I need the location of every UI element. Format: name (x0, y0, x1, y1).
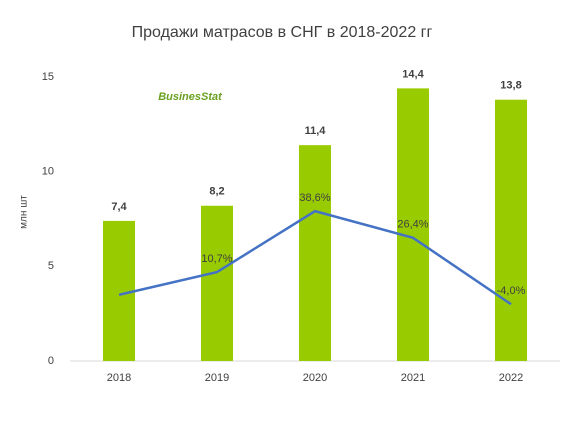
bar (397, 88, 429, 362)
bar-label: 11,4 (305, 125, 327, 137)
line (118, 209, 512, 306)
y-tick-label: 10 (42, 166, 54, 178)
x-tick-label: 2022 (499, 372, 523, 384)
chart-title: Продажи матрасов в СНГ в 2018-2022 гг (132, 24, 433, 41)
line-label: 26,4% (397, 219, 428, 231)
line-label: -4,0% (497, 285, 526, 297)
y-tick-label: 0 (48, 355, 54, 367)
x-tick-label: 2019 (205, 372, 229, 384)
logo: BusinesStat (158, 91, 223, 103)
bar-label: 13,8 (500, 80, 521, 92)
bar (299, 145, 331, 361)
x-tick-label: 2018 (107, 372, 131, 384)
bar-label: 14,4 (402, 68, 424, 80)
x-tick-label: 2021 (401, 372, 425, 384)
x-tick-label: 2020 (303, 372, 327, 384)
bar (103, 220, 135, 361)
bar (201, 205, 233, 361)
line-label: 38,6% (299, 192, 330, 204)
bar-label: 7,4 (111, 201, 127, 213)
bar-label: 8,2 (209, 186, 224, 198)
y-tick-label: 5 (48, 260, 54, 272)
line-label: 10,7% (201, 253, 232, 265)
y-axis-label: млн шт (19, 195, 30, 229)
bar (495, 99, 527, 361)
y-tick-label: 15 (42, 71, 54, 83)
